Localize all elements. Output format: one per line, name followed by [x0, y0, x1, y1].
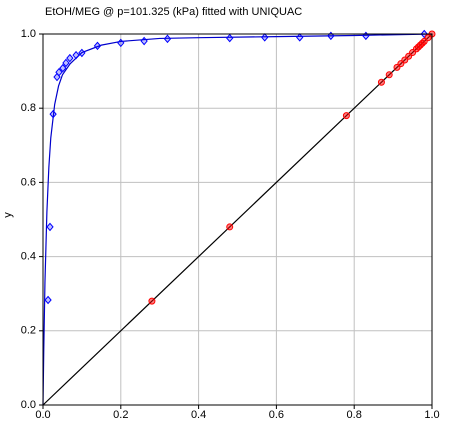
x-tick-label: 0.0: [35, 409, 50, 421]
marker-circle: [148, 297, 156, 305]
marker-diamond: [163, 34, 172, 44]
line: [42, 33, 433, 406]
marker-diamond: [55, 67, 63, 77]
x-tick-label: 0.2: [113, 409, 128, 421]
plot-frame: [42, 33, 433, 406]
x-tick-label: 0.8: [347, 409, 362, 421]
marker-diamond: [296, 33, 304, 42]
marker-diamond: [140, 36, 148, 46]
marker-diamond: [261, 33, 269, 42]
marker-circle: [385, 71, 393, 79]
marker-diamond: [72, 50, 80, 60]
y-tick-label: 0.4: [21, 251, 36, 263]
marker-diamond: [44, 295, 52, 305]
x-tick-label: 1.0: [424, 409, 439, 421]
marker-diamond: [46, 222, 54, 232]
marker-diamond: [59, 63, 67, 73]
marker-diamond: [226, 33, 234, 43]
marker-diamond: [93, 41, 102, 51]
marker-diamond: [117, 38, 125, 48]
line: [42, 33, 433, 406]
y-tick-label: 0.2: [21, 325, 36, 337]
marker-circle: [342, 112, 350, 120]
marker-diamond: [66, 53, 74, 63]
x-tick-label: 0.4: [191, 409, 206, 421]
y-tick-label: 1.0: [21, 28, 36, 40]
marker-circle: [377, 78, 385, 86]
marker-diamond: [62, 58, 70, 68]
y-tick-label: 0.8: [21, 102, 36, 114]
marker-diamond: [49, 109, 57, 119]
y-axis-label: y: [2, 212, 14, 218]
y-tick-label: 0.6: [21, 176, 36, 188]
marker-circle: [226, 223, 234, 231]
marker-diamond: [78, 48, 86, 58]
x-tick-label: 0.6: [269, 409, 284, 421]
y-tick-label: 0.0: [21, 399, 36, 411]
chart-title: EtOH/MEG @ p=101.325 (kPa) fitted with U…: [45, 6, 302, 18]
grid: [42, 33, 433, 406]
